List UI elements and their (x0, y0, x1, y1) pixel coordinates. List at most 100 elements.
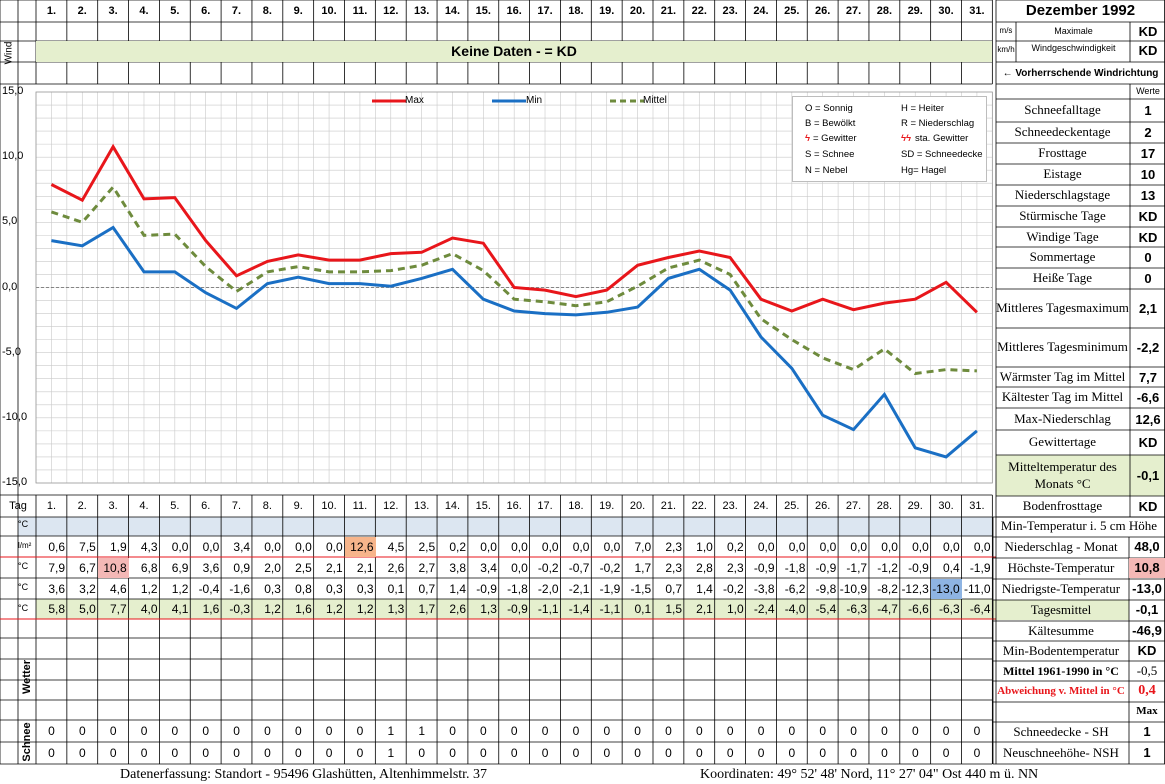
mean-temp-cell: 2,1 (696, 602, 713, 616)
snow-cover-cell: 0 (881, 724, 888, 738)
snow-cover-cell: 0 (233, 724, 240, 738)
max-wind-label-1: Maximale (1054, 26, 1093, 36)
mean-temp-cell: 1,6 (202, 602, 220, 616)
snow-cover-cell: 0 (942, 724, 950, 738)
new-snow-cell: 0 (233, 746, 240, 760)
wetter-side-label: Wetter (21, 659, 33, 695)
table-header-day-12: 12. (383, 500, 399, 512)
schneedecke-sh-value: 1 (1143, 724, 1151, 739)
max-temp-cell: -0,9 (908, 561, 929, 575)
new-snow-cell: 0 (325, 746, 333, 760)
legend-min-label: Min (526, 95, 543, 106)
mean-temp-cell: -4,7 (877, 602, 898, 616)
min-temp-cell: -1,8 (507, 582, 528, 596)
top-header-day-9: 9. (293, 5, 303, 17)
tag-label: Tag (9, 500, 27, 512)
precip-cell: 4,5 (387, 540, 405, 554)
new-snow-cell: 0 (418, 746, 426, 760)
snow-cover-cell: 0 (603, 724, 611, 738)
top-header-day-5: 5. (170, 5, 180, 17)
mean-temp-cell: -0,9 (507, 602, 528, 616)
stat-value-9: 0 (1144, 271, 1152, 286)
top-header-day-3: 3. (108, 5, 118, 17)
min-temp-cell: 4,6 (110, 582, 127, 596)
mean-temp-cell: -6,6 (908, 602, 929, 616)
precip-cell: 0,0 (202, 540, 220, 554)
table-header-day-19: 19. (599, 500, 615, 512)
code-schneedecke: SD = Schneedecke (901, 149, 983, 160)
stat-label-13: Kältester Tag im Mittel (1001, 389, 1124, 405)
wind-row-label: Wind (3, 41, 15, 65)
mean-temp-cell: 1,7 (418, 602, 436, 616)
mean-temp-cell: 0,1 (634, 602, 652, 616)
new-snow-cell: 0 (973, 746, 981, 760)
stat-label-11: Mittleres Tagesminimum (997, 339, 1128, 355)
table-header-day-5: 5. (170, 500, 180, 512)
new-snow-cell: 0 (79, 746, 86, 760)
stat-value-14: 12,6 (1135, 411, 1161, 427)
top-header-day-14: 14. (444, 5, 461, 17)
tagesmittel-value: -0,1 (1135, 602, 1159, 617)
stat-label-3: Frosttage (1038, 145, 1087, 161)
max-temp-cell: -0,2 (599, 561, 621, 575)
table-header-day-20: 20. (629, 500, 646, 512)
stat-label-17: Bodenfrosttage (1022, 498, 1103, 514)
abweichung-value: 0,4 (1138, 683, 1156, 698)
new-snow-cell: 0 (911, 746, 919, 760)
table-header-day-24: 24. (753, 500, 769, 512)
stat-label-4: Eistage (1043, 166, 1082, 182)
min-temp-cell: 3,6 (48, 582, 65, 596)
unit-min: °C (18, 582, 29, 592)
max-temp-cell: -1,9 (969, 561, 991, 575)
snow-cover-cell: 0 (79, 724, 86, 738)
hoechste-temp-label: Höchste-Temperatur (1007, 560, 1115, 575)
max-temp-cell: 6,7 (79, 561, 96, 575)
min-temp-cell: 0,3 (264, 582, 281, 596)
code-hagel: Hg= Hagel (901, 165, 947, 176)
min-temp-cell: -8,2 (877, 582, 898, 596)
stat-value-10: 2,1 (1138, 301, 1158, 316)
max-temp-cell: 2,5 (295, 561, 312, 575)
mean-temp-cell: 1,5 (665, 602, 682, 616)
code-sonnig: O = Sonnig (805, 103, 853, 114)
table-header-day-13: 13. (413, 500, 430, 512)
new-snow-cell: 0 (819, 746, 827, 760)
top-header-day-31: 31. (969, 5, 985, 17)
precip-cell: 0,0 (480, 540, 497, 554)
precip-cell: 3,4 (233, 540, 251, 554)
table-header-day-11: 11. (352, 500, 368, 512)
top-header-day-25: 25. (784, 5, 800, 17)
mean-temp-cell: -6,4 (969, 602, 991, 616)
new-snow-cell: 0 (264, 746, 271, 760)
stat-value-2: 2 (1144, 125, 1152, 140)
snow-cover-cell: 0 (850, 724, 857, 738)
kaeltesumme-label: Kältesumme (1028, 623, 1094, 638)
new-snow-cell: 0 (881, 746, 888, 760)
top-header-day-22: 22. (691, 5, 707, 17)
legend-max-swatch (372, 99, 406, 103)
niederschlag-monat-label: Niederschlag - Monat (1004, 539, 1118, 554)
mean-temp-cell: 1,0 (727, 602, 744, 616)
min-temp-cell: 0,1 (387, 582, 405, 596)
stat-value-3: 17 (1140, 146, 1156, 161)
stat-label-1: Schneefalltage (1024, 102, 1101, 118)
min-temp-cell: -1,6 (229, 582, 251, 596)
top-header-day-28: 28. (876, 5, 892, 17)
new-snow-cell: 0 (757, 746, 765, 760)
mean-temp-cell: -6,3 (846, 602, 868, 616)
new-snow-cell: 0 (356, 746, 364, 760)
table-header-day-3: 3. (108, 500, 118, 512)
min-temp-cell: 0,7 (665, 582, 682, 596)
min-temp-cell: -2,1 (568, 582, 590, 596)
top-header-day-23: 23. (722, 5, 738, 17)
mean-temp-cell: 4,1 (171, 602, 189, 616)
min-temp-cell: 0,3 (356, 582, 374, 596)
max-label: Max (1136, 705, 1158, 717)
max-temp-cell: 3,6 (202, 561, 220, 575)
top-header-day-24: 24. (753, 5, 769, 17)
new-snow-cell: 0 (603, 746, 611, 760)
precip-cell: 1,0 (696, 540, 713, 554)
code-gewitter: = Gewitter (813, 133, 857, 144)
top-header-day-17: 17. (537, 5, 553, 17)
